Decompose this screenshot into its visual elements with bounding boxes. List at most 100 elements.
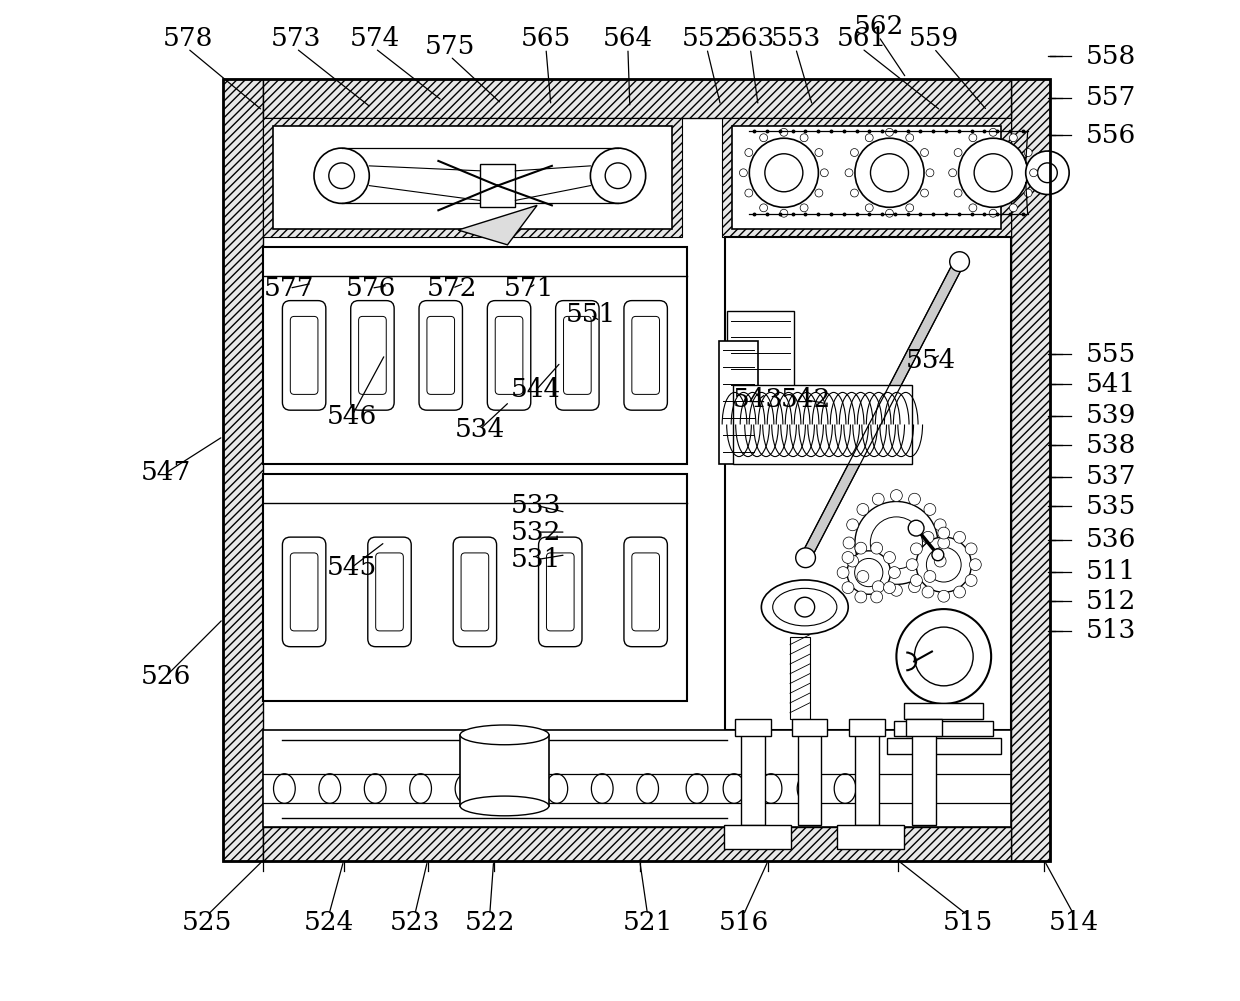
Bar [918,237,1011,731]
Text: 546: 546 [326,404,377,429]
Text: 575: 575 [425,34,475,59]
Circle shape [821,169,828,177]
Circle shape [937,537,950,549]
Circle shape [914,627,973,686]
Circle shape [846,169,853,177]
Text: 534: 534 [455,417,505,441]
Circle shape [854,591,867,603]
Circle shape [890,489,903,502]
Circle shape [854,559,883,587]
Circle shape [926,169,934,177]
Circle shape [897,609,991,704]
Circle shape [837,567,849,579]
Text: 538: 538 [1086,432,1136,457]
Circle shape [854,502,937,585]
Circle shape [950,251,970,271]
Bar [906,719,942,737]
Circle shape [923,532,934,544]
Circle shape [857,571,869,583]
Bar [887,739,1001,754]
Ellipse shape [460,796,549,816]
Circle shape [590,148,646,203]
Circle shape [954,189,962,197]
Circle shape [760,204,768,212]
Text: 573: 573 [272,26,321,51]
Circle shape [965,543,977,555]
Text: 565: 565 [521,26,572,51]
Bar [263,79,1011,118]
Bar [223,79,1050,861]
FancyBboxPatch shape [368,538,412,647]
Circle shape [795,598,815,617]
Circle shape [1009,134,1017,142]
Circle shape [916,537,971,593]
Circle shape [920,189,929,197]
Circle shape [885,128,894,136]
Circle shape [842,552,854,564]
FancyBboxPatch shape [453,538,496,647]
Circle shape [872,581,884,593]
Circle shape [889,567,900,579]
FancyBboxPatch shape [290,553,317,631]
FancyBboxPatch shape [538,538,582,647]
FancyBboxPatch shape [624,538,667,647]
Text: 551: 551 [565,302,615,327]
Circle shape [990,128,997,136]
Text: 574: 574 [350,26,401,51]
Circle shape [842,582,854,594]
Circle shape [954,532,966,544]
Text: 541: 541 [1086,371,1136,396]
FancyBboxPatch shape [624,300,667,410]
Circle shape [760,134,768,142]
Circle shape [815,189,823,197]
Bar [854,733,879,825]
FancyBboxPatch shape [358,316,386,394]
Bar [904,703,983,719]
Bar [480,164,516,207]
Circle shape [749,138,818,207]
Circle shape [906,559,918,571]
Bar [849,719,884,737]
Text: 554: 554 [905,347,956,372]
Circle shape [329,163,355,188]
Bar [837,825,904,849]
Circle shape [924,571,936,583]
Circle shape [965,575,977,587]
Text: 516: 516 [718,911,769,936]
Circle shape [970,559,981,571]
Circle shape [937,591,950,603]
Bar [263,731,1011,827]
Text: 562: 562 [853,14,904,39]
Text: 552: 552 [682,26,732,51]
Text: 512: 512 [1086,589,1136,614]
Text: 526: 526 [141,664,191,689]
FancyBboxPatch shape [556,300,599,410]
Text: 543: 543 [733,387,784,412]
Circle shape [847,551,890,595]
FancyBboxPatch shape [419,300,463,410]
Circle shape [745,148,753,156]
FancyBboxPatch shape [351,300,394,410]
FancyBboxPatch shape [461,553,489,631]
Circle shape [745,189,753,197]
Bar [913,733,936,825]
Text: 564: 564 [603,26,653,51]
Bar [735,719,771,737]
Bar [263,247,687,464]
Circle shape [937,528,950,539]
FancyBboxPatch shape [283,538,326,647]
Text: 559: 559 [909,26,959,51]
FancyBboxPatch shape [290,316,317,394]
Bar [722,118,1011,237]
Bar [223,79,263,861]
Circle shape [909,581,920,593]
Text: 544: 544 [511,377,562,402]
Circle shape [1009,204,1017,212]
Text: 557: 557 [1086,85,1136,110]
Text: 515: 515 [942,911,992,936]
Circle shape [847,556,858,567]
Text: 558: 558 [1086,44,1136,69]
Text: 555: 555 [1086,342,1136,367]
Circle shape [796,548,816,568]
Text: 511: 511 [1086,560,1136,584]
